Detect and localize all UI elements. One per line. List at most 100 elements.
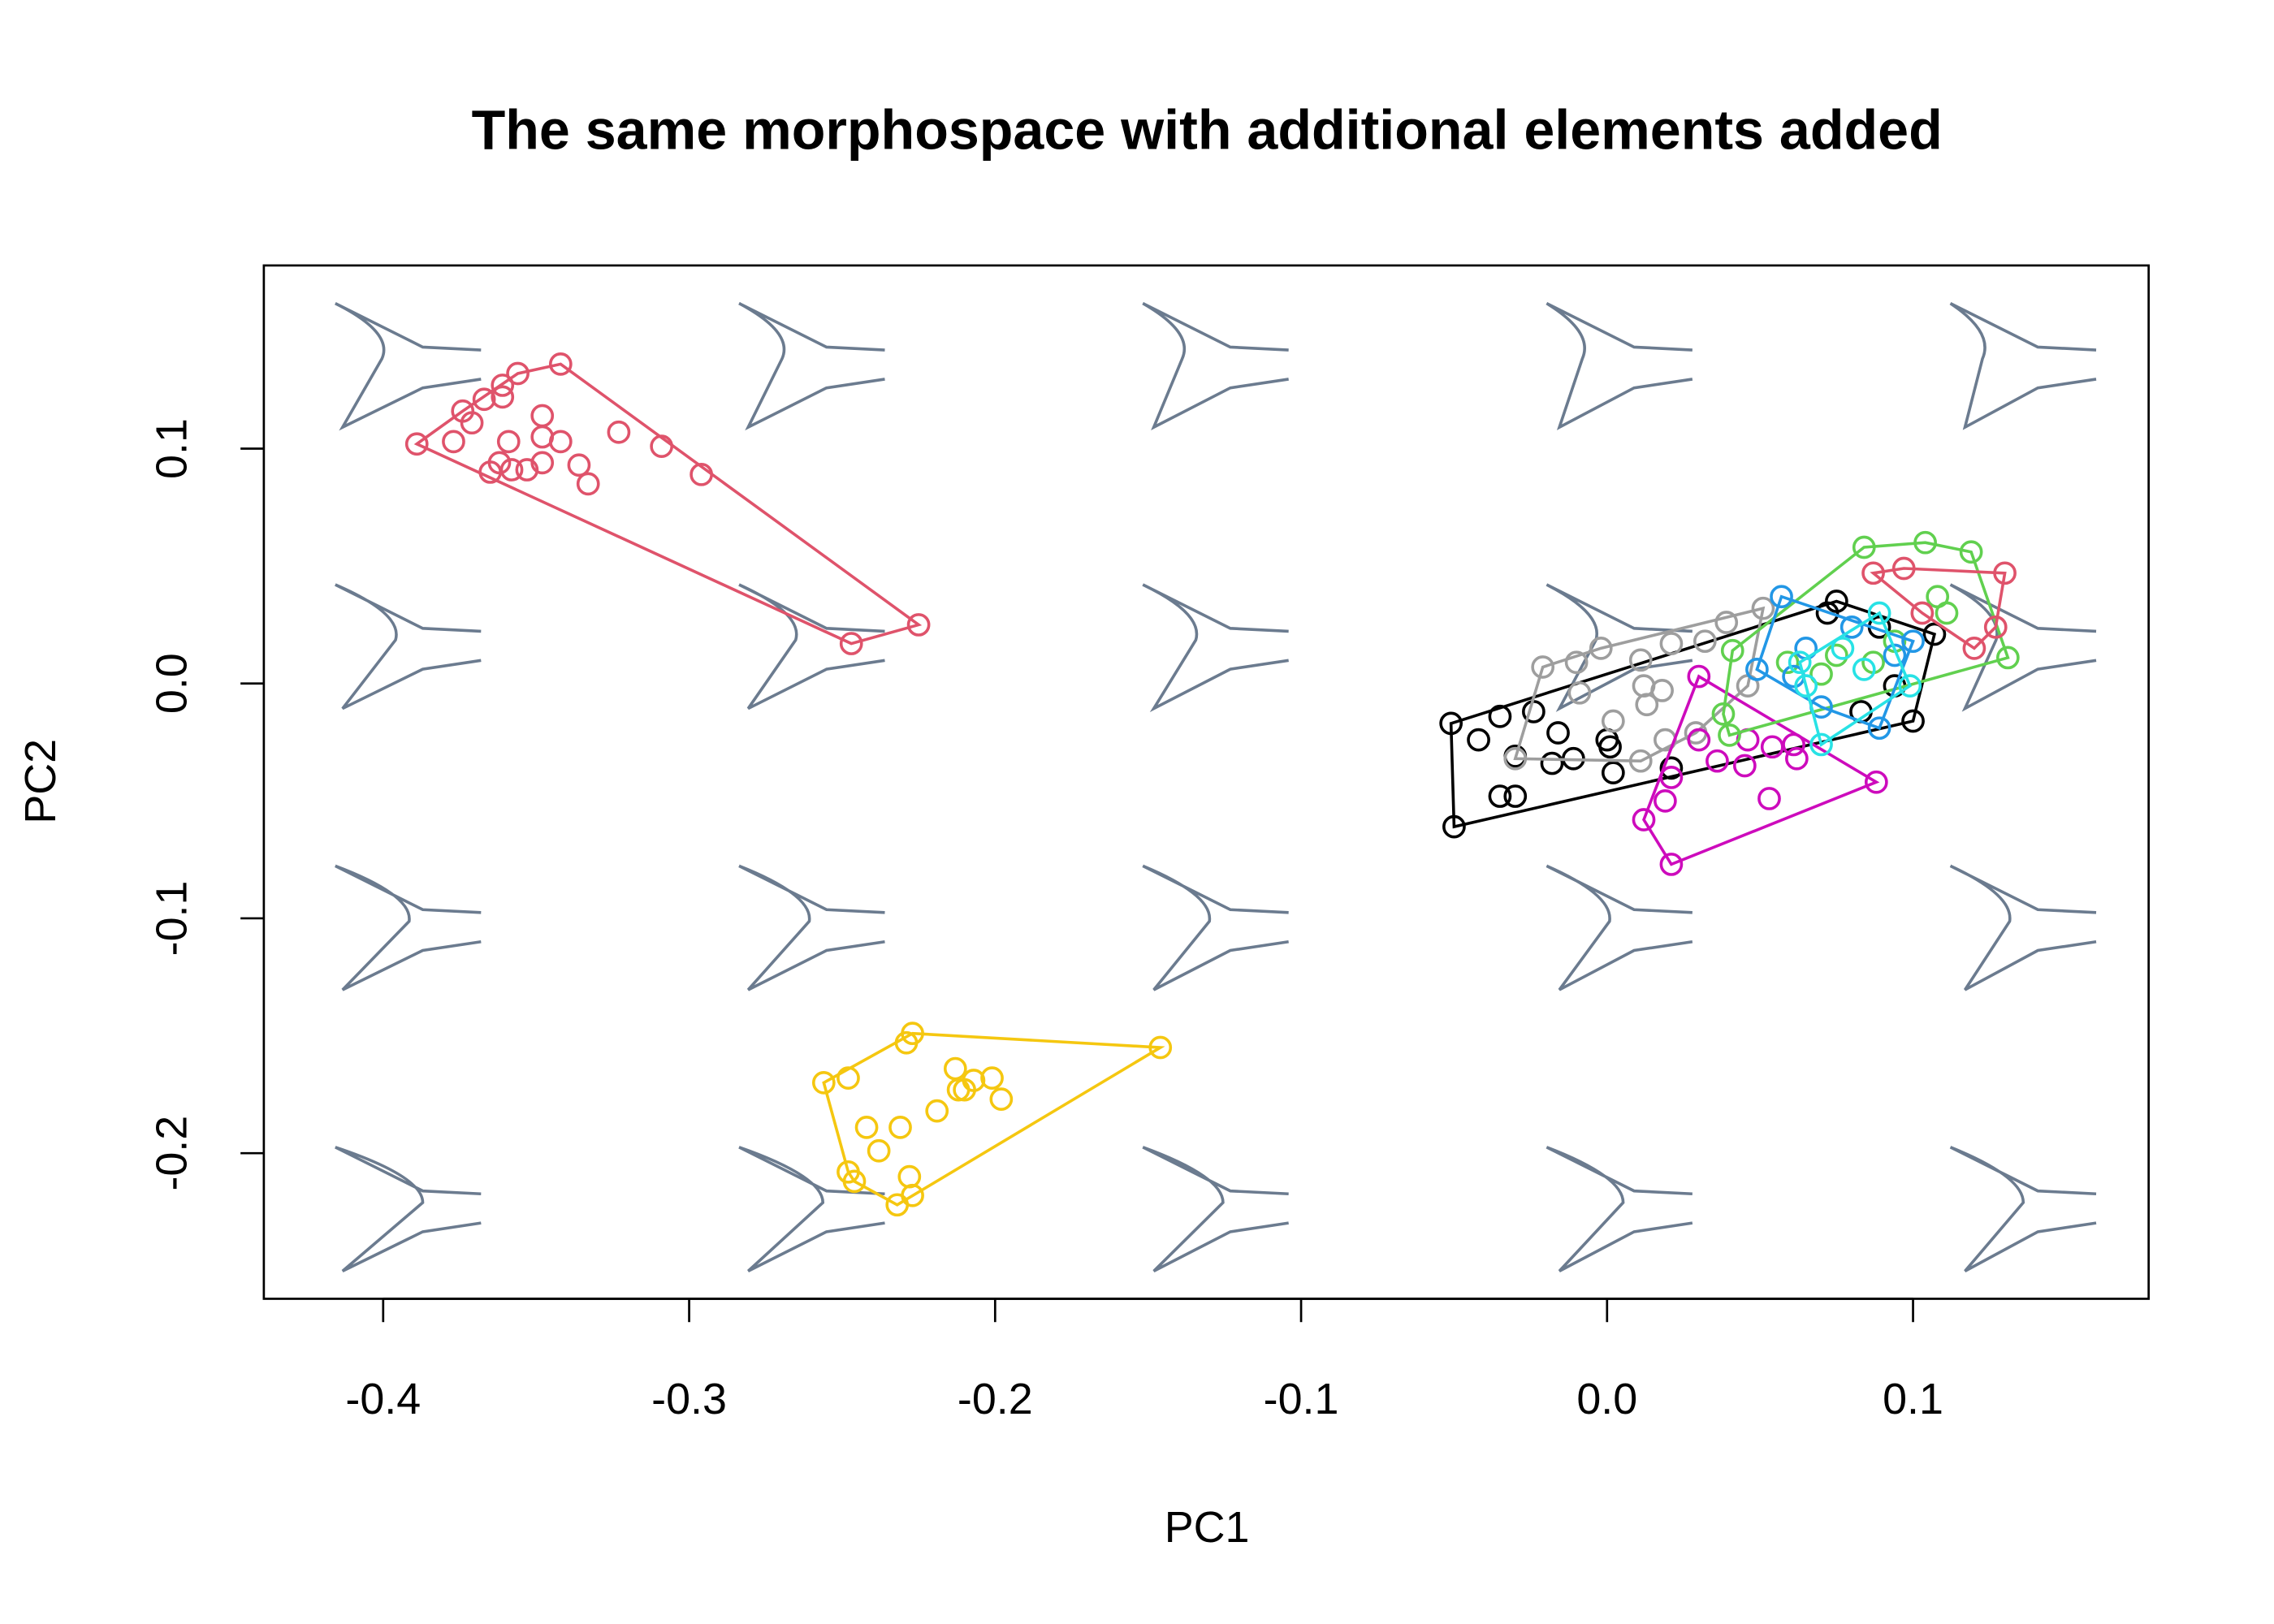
data-point	[506, 361, 530, 386]
data-point	[1714, 611, 1739, 634]
data-point	[1901, 709, 1925, 733]
data-point	[1883, 643, 1907, 667]
data-point	[897, 1164, 922, 1189]
data-point	[496, 430, 521, 454]
data-point	[442, 430, 465, 454]
x-tick-label: -0.3	[651, 1375, 727, 1423]
data-point	[1898, 674, 1922, 698]
x-axis-label: PC1	[1165, 1503, 1250, 1552]
backdrop-glyph	[738, 1146, 885, 1272]
data-point	[1687, 728, 1711, 752]
data-point	[1148, 1035, 1173, 1060]
data-point	[1546, 721, 1570, 745]
data-point	[980, 1066, 1004, 1090]
backdrop-glyph	[1546, 864, 1693, 991]
data-point	[943, 1056, 967, 1081]
data-point	[530, 451, 555, 475]
data-point	[1439, 711, 1463, 736]
group-hull	[1870, 567, 2007, 650]
data-point	[1711, 702, 1736, 726]
data-point	[1632, 808, 1656, 831]
data-point	[1693, 629, 1717, 654]
data-point	[1589, 636, 1613, 660]
data-point	[1751, 596, 1775, 620]
backdrop-glyph	[1142, 583, 1289, 713]
backdrop-glyph	[1546, 301, 1693, 430]
backdrop-glyph	[738, 583, 885, 710]
data-point	[1922, 622, 1947, 646]
data-point	[1757, 787, 1781, 810]
backdrop-glyph	[1142, 1146, 1289, 1272]
data-point	[1891, 556, 1916, 581]
backdrop-shapes	[335, 301, 2097, 1272]
data-point	[1913, 530, 1937, 555]
backdrop-glyph	[738, 301, 885, 431]
data-point	[1840, 615, 1864, 639]
data-point	[1567, 680, 1592, 705]
data-point	[650, 434, 674, 458]
data-point	[1503, 784, 1528, 808]
data-point	[515, 458, 539, 482]
data-point	[925, 1099, 949, 1123]
data-point	[1815, 601, 1840, 625]
data-point	[1775, 650, 1800, 675]
data-point	[460, 411, 484, 435]
data-point	[1824, 643, 1848, 667]
data-point	[1785, 746, 1809, 771]
data-point	[1488, 784, 1512, 808]
data-point	[576, 472, 600, 496]
data-point	[946, 1078, 971, 1102]
data-point	[1601, 709, 1625, 733]
data-point	[1687, 664, 1711, 689]
data-point	[1598, 735, 1622, 759]
data-point	[690, 462, 713, 486]
backdrop-glyph	[738, 864, 885, 991]
data-point	[1654, 788, 1677, 813]
data-point	[894, 1030, 919, 1055]
y-tick-label: -0.2	[148, 1116, 197, 1191]
data-point	[1983, 615, 2008, 639]
x-tick-label: 0.1	[1883, 1375, 1943, 1423]
data-point	[1706, 749, 1729, 773]
data-point	[906, 613, 931, 637]
backdrop-glyph	[1949, 864, 2097, 991]
backdrop-glyph	[1546, 1146, 1693, 1272]
backdrop-glyph	[1949, 1146, 2097, 1272]
data-point	[472, 387, 496, 412]
data-point	[867, 1138, 891, 1163]
data-point	[839, 632, 863, 655]
backdrop-glyph	[335, 1146, 482, 1272]
data-point	[1910, 601, 1935, 625]
data-point	[1852, 535, 1876, 559]
chart-title: The same morphospace with additional ele…	[472, 99, 1943, 161]
data-point	[499, 458, 524, 482]
y-axis-label: PC2	[16, 739, 65, 824]
x-tick-label: -0.2	[958, 1375, 1033, 1423]
data-point	[1720, 638, 1744, 663]
data-point	[404, 432, 429, 456]
data-point	[888, 1115, 912, 1139]
data-point	[1993, 561, 2017, 585]
data-point	[1467, 728, 1490, 752]
x-tick-label: 0.0	[1576, 1375, 1637, 1423]
y-tick-label: 0.1	[148, 418, 197, 479]
data-point	[1659, 853, 1684, 876]
data-point	[607, 420, 631, 444]
data-point	[1770, 585, 1793, 609]
backdrop-glyph	[335, 864, 482, 991]
group-hull	[413, 362, 923, 646]
data-point	[1962, 636, 1987, 660]
data-point	[1601, 761, 1625, 784]
data-point	[1628, 749, 1653, 773]
data-point	[1926, 585, 1950, 609]
data-point	[1901, 629, 1925, 654]
data-point	[1503, 746, 1528, 771]
group-hull	[1798, 611, 1913, 747]
data-point	[548, 352, 573, 376]
data-point	[1864, 770, 1888, 794]
data-point	[1564, 650, 1589, 675]
data-point	[530, 404, 555, 428]
data-point	[548, 430, 573, 454]
data-point	[1628, 648, 1653, 672]
data-point	[1650, 679, 1674, 702]
